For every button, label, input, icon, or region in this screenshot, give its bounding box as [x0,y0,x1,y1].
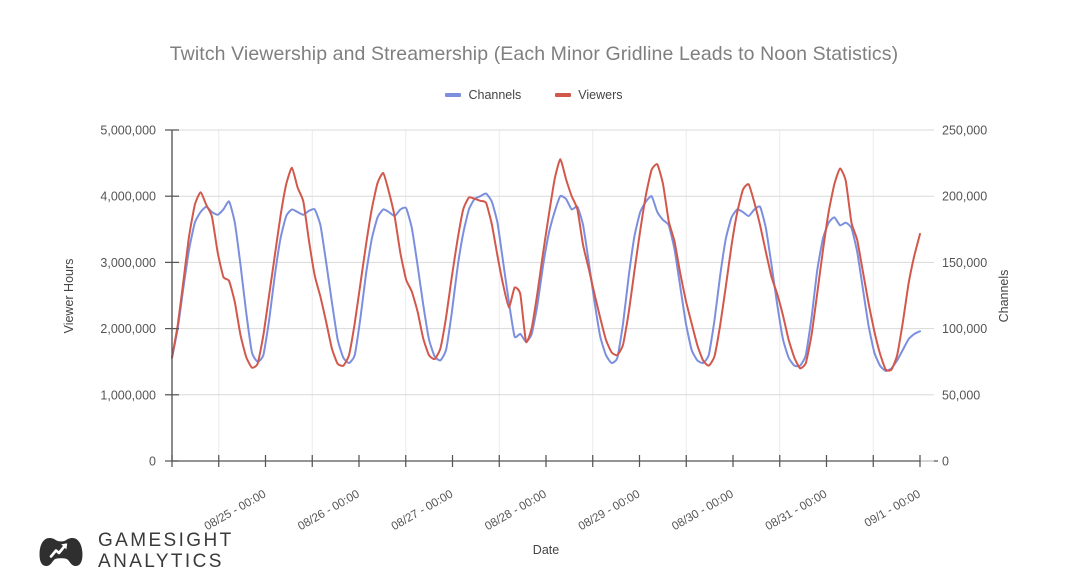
x-axis-tick-label: 08/27 - 00:00 [389,487,456,533]
series-line-viewers [171,158,921,372]
y-axis-tick-label: 0 [149,455,156,469]
legend-item-channels[interactable]: Channels [445,88,521,102]
y-axis-tick-label: 2,000,000 [100,322,156,336]
x-axis-tick-label: 09/1 - 00:00 [862,487,923,530]
legend-swatch-channels [445,93,462,97]
legend-item-viewers[interactable]: Viewers [555,88,623,102]
brand-line-1: GAMESIGHT [98,530,234,552]
page-title: Twitch Viewership and Streamership (Each… [169,43,899,65]
y2-axis-tick-label: 100,000 [942,322,987,336]
x-axis-tick-label: 08/31 - 00:00 [763,487,830,533]
y2-axis-tick-label: 0 [942,455,949,469]
y-axis-tick-label: 1,000,000 [100,388,156,402]
brand-logo: GAMESIGHT ANALYTICS [38,524,234,580]
legend-label-channels: Channels [468,88,522,102]
y2-axis-title: Channels [997,270,1011,323]
y-axis-tick-label: 3,000,000 [100,256,156,270]
x-axis-title: Date [533,543,559,557]
x-axis-tick-label: 08/28 - 00:00 [483,487,550,533]
y-axis-tick-label: 5,000,000 [100,124,156,138]
brand-line-2: ANALYTICS [98,551,224,572]
y2-axis-tick-label: 50,000 [942,388,980,402]
chart-legend: Channels Viewers [0,88,1068,102]
axis-lines [171,130,938,462]
y2-axis-tick-label: 250,000 [942,124,987,138]
x-axis-tick-label: 08/30 - 00:00 [670,487,737,533]
y-axis-tick-label: 4,000,000 [100,190,156,204]
brand-text: GAMESIGHT ANALYTICS [98,531,234,572]
y2-axis-tick-label: 150,000 [942,256,987,270]
y-axis-title: Viewer Hours [62,259,76,334]
horizontal-gridlines [172,129,920,462]
series-group [171,158,921,372]
x-axis-tick-label: 08/29 - 00:00 [576,487,643,533]
axis-ticks [165,129,934,467]
axis-titles: Viewer Hours Channels Date [62,259,1011,557]
gamepad-icon [39,538,83,566]
y2-axis-tick-label: 200,000 [942,190,987,204]
series-line-channels [171,192,921,372]
x-axis-tick-label: 08/26 - 00:00 [296,487,363,533]
legend-swatch-viewers [555,93,572,97]
legend-label-viewers: Viewers [578,88,623,102]
